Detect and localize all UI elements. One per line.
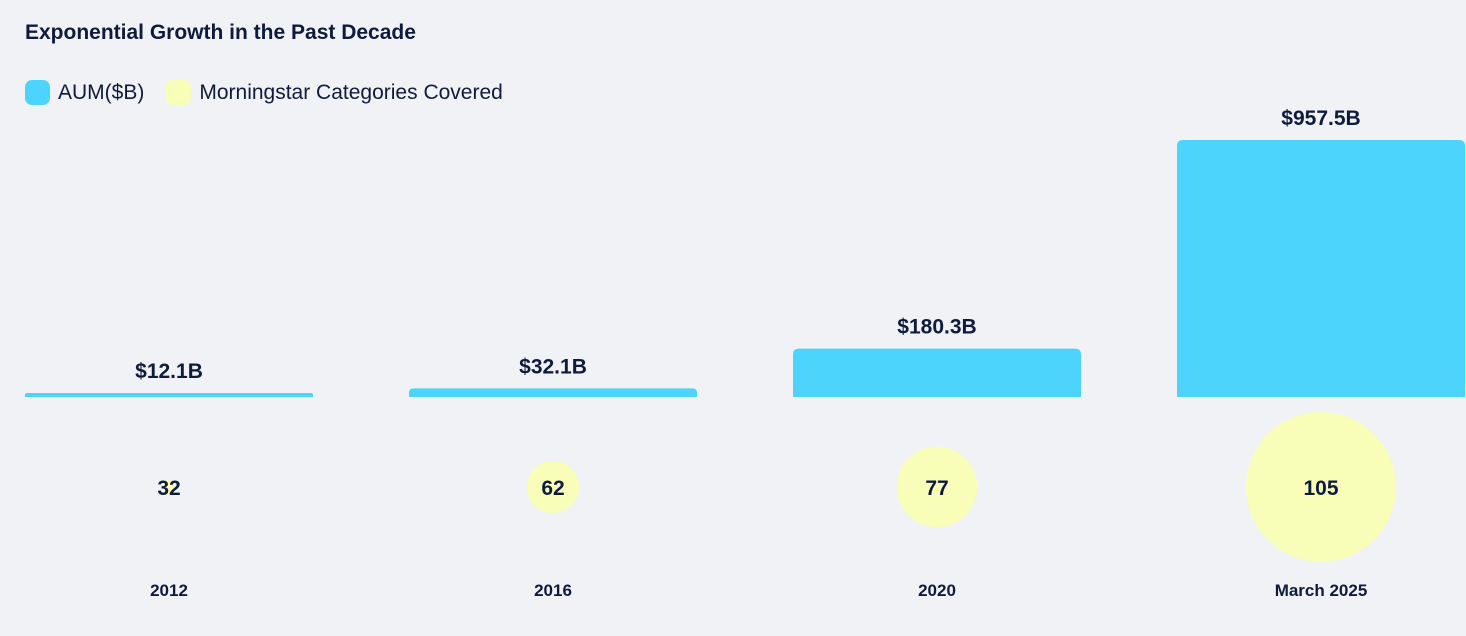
aum-value-label-2: $180.3B <box>897 316 976 339</box>
category-value-label-1: 62 <box>541 477 564 500</box>
category-value-label-2: 77 <box>925 477 948 500</box>
category-value-label-0: 32 <box>157 477 180 500</box>
legend-label-aum: AUM($B) <box>58 80 145 104</box>
legend-swatch-categories <box>166 80 192 105</box>
aum-value-label-3: $957.5B <box>1281 107 1360 130</box>
x-tick-label-1: 2016 <box>534 581 572 600</box>
category-bubble-2 <box>896 446 978 528</box>
chart-title: Exponential Growth in the Past Decade <box>25 21 416 44</box>
aum-bar-2 <box>793 348 1081 397</box>
legend-swatch-aum <box>25 80 50 105</box>
aum-value-label-0: $12.1B <box>135 360 203 383</box>
aum-bar-0 <box>25 393 313 397</box>
category-bubble-1 <box>526 460 580 514</box>
aum-value-label-1: $32.1B <box>519 355 587 378</box>
legend-item-aum: AUM($B) <box>25 80 144 105</box>
category-bubble-3 <box>1246 412 1396 562</box>
aum-bar-3 <box>1177 140 1465 397</box>
legend-item-categories: Morningstar Categories Covered <box>166 80 503 105</box>
aum-bar-1 <box>409 388 697 397</box>
category-bubble-0 <box>162 480 176 494</box>
chart-legend: AUM($B) Morningstar Categories Covered <box>25 80 525 105</box>
legend-label-categories: Morningstar Categories Covered <box>199 80 503 104</box>
x-tick-label-3: March 2025 <box>1275 581 1368 600</box>
x-tick-label-0: 2012 <box>150 581 188 600</box>
category-value-label-3: 105 <box>1303 477 1338 500</box>
x-tick-label-2: 2020 <box>918 581 956 600</box>
